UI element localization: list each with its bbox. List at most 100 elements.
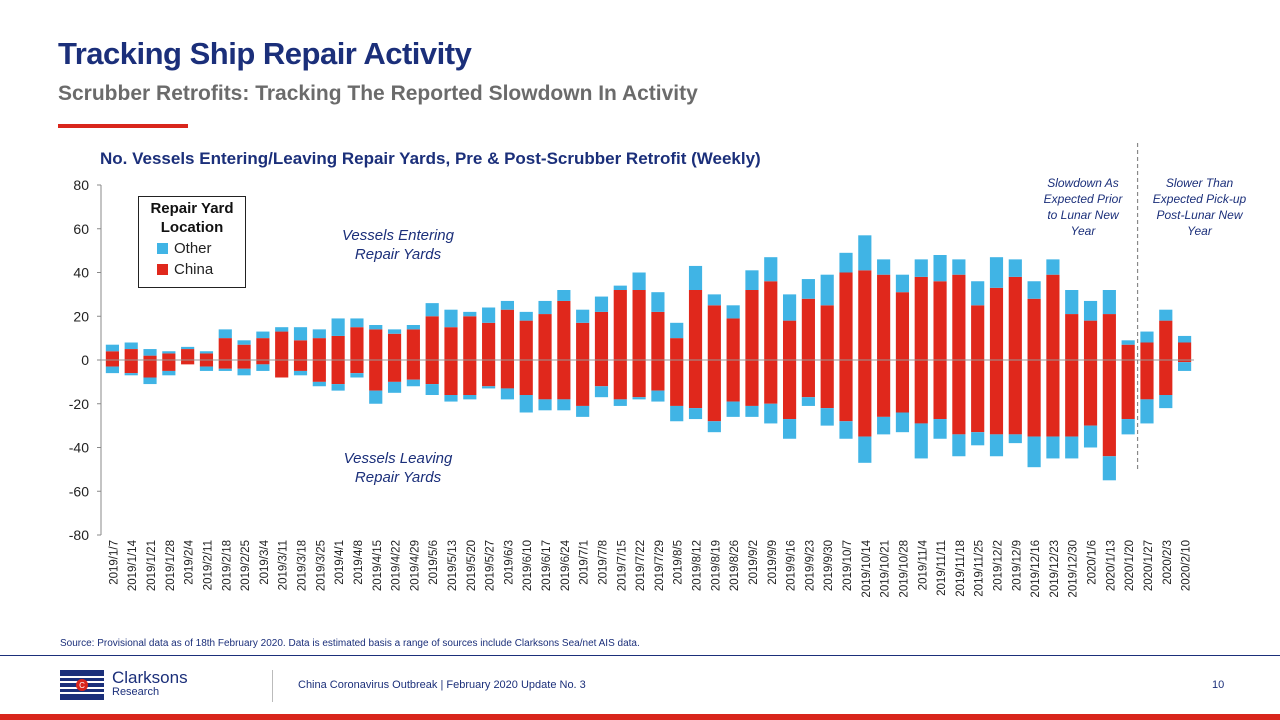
- footer-divider-line: [0, 655, 1280, 656]
- bar-other-entering: [576, 309, 590, 323]
- legend-title: Repair Yard Location: [139, 199, 245, 237]
- x-tick-label: 2019/11/11: [936, 540, 948, 596]
- bar-china-entering: [1178, 342, 1192, 360]
- x-tick-label: 2019/5/27: [485, 540, 497, 591]
- bar-china-leaving: [482, 360, 496, 387]
- bar-china-leaving: [820, 360, 834, 409]
- chart-title: No. Vessels Entering/Leaving Repair Yard…: [100, 149, 761, 168]
- bar-china-entering: [1027, 298, 1041, 360]
- bar-china-leaving: [406, 360, 420, 380]
- x-tick-label: 2019/6/17: [541, 540, 553, 591]
- bar-other-entering: [331, 318, 345, 336]
- bar-other-leaving: [519, 395, 533, 413]
- annotation-line: Vessels Leaving: [343, 450, 453, 467]
- bar-other-entering: [764, 257, 778, 282]
- annotation-line: Repair Yards: [354, 469, 442, 486]
- x-tick-label: 2019/11/18: [955, 540, 967, 597]
- bar-china-leaving: [538, 360, 552, 400]
- bar-other-entering: [839, 252, 853, 273]
- x-tick-label: 2020/1/27: [1143, 540, 1155, 591]
- y-tick-label: -60: [69, 483, 89, 499]
- annotation-line: Slowdown As: [1047, 176, 1119, 190]
- bar-other-entering: [971, 281, 985, 306]
- x-tick-label: 2019/10/7: [842, 540, 854, 591]
- bar-china-leaving: [1065, 360, 1079, 437]
- bar-other-leaving: [1178, 362, 1192, 371]
- x-tick-label: 2019/8/19: [710, 540, 722, 591]
- bar-china-leaving: [1102, 360, 1116, 457]
- bar-china-entering: [1065, 314, 1079, 360]
- bar-other-leaving: [670, 405, 684, 422]
- x-tick-label: 2020/1/13: [1105, 540, 1117, 591]
- bar-other-leaving: [1140, 399, 1154, 424]
- bar-china-leaving: [933, 360, 947, 420]
- annotation-line: Slower Than: [1165, 176, 1234, 190]
- chart-legend: Repair Yard Location Other China: [138, 196, 246, 288]
- bar-china-entering: [1159, 320, 1173, 360]
- x-tick-label: 2019/10/14: [861, 539, 873, 597]
- bar-china-entering: [519, 320, 533, 360]
- bar-china-entering: [1102, 314, 1116, 360]
- legend-item-china: China: [157, 260, 245, 279]
- bar-other-entering: [651, 292, 665, 312]
- bar-china-leaving: [1008, 360, 1022, 435]
- x-tick-label: 2019/4/29: [409, 540, 421, 591]
- bar-other-entering: [782, 294, 797, 321]
- bar-china-entering: [162, 353, 176, 360]
- legend-label-other: Other: [174, 240, 212, 257]
- x-tick-label: 2019/4/15: [372, 540, 384, 591]
- logo-line-2: Research: [112, 686, 160, 698]
- bar-china-leaving: [463, 360, 477, 395]
- x-tick-label: 2019/3/4: [259, 539, 271, 584]
- bar-china-entering: [312, 338, 326, 360]
- x-tick-label: 2019/6/24: [560, 539, 572, 591]
- bar-other-entering: [519, 311, 533, 321]
- x-tick-label: 2020/2/10: [1181, 540, 1193, 591]
- bar-other-entering: [256, 331, 270, 339]
- bar-other-entering: [613, 285, 627, 290]
- bar-other-leaving: [256, 364, 270, 371]
- bar-other-leaving: [952, 434, 966, 457]
- bar-china-entering: [1140, 342, 1154, 360]
- bar-china-leaving: [707, 360, 721, 422]
- bar-china-entering: [726, 318, 740, 360]
- bar-other-leaving: [726, 401, 740, 417]
- bar-other-entering: [482, 307, 496, 323]
- bar-china-leaving: [952, 360, 966, 435]
- bar-other-entering: [218, 329, 232, 339]
- bar-china-entering: [557, 300, 571, 360]
- bar-other-entering: [1159, 309, 1173, 321]
- x-tick-label: 2019/2/18: [221, 540, 233, 591]
- bar-china-entering: [801, 298, 815, 360]
- logo-line-1: Clarksons: [112, 668, 188, 687]
- x-tick-label: 2019/1/21: [146, 540, 158, 591]
- x-tick-label: 2019/9/30: [823, 540, 835, 591]
- bar-china-entering: [124, 349, 138, 360]
- y-tick-label: 20: [73, 308, 89, 324]
- bar-china-entering: [1008, 276, 1022, 360]
- bar-china-leaving: [444, 360, 458, 395]
- y-tick-label: 0: [81, 352, 89, 368]
- bar-china-entering: [387, 333, 402, 360]
- bar-china-entering: [275, 331, 289, 360]
- bar-china-leaving: [275, 360, 289, 378]
- bar-china-entering: [444, 327, 458, 360]
- bar-china-leaving: [632, 360, 646, 398]
- bar-china-leaving: [162, 360, 176, 371]
- legend-item-other: Other: [157, 239, 245, 258]
- bar-other-entering: [387, 329, 402, 334]
- bar-other-leaving: [162, 370, 176, 376]
- bar-other-leaving: [632, 397, 646, 400]
- x-tick-label: 2019/7/1: [579, 540, 591, 585]
- y-tick-label: -20: [69, 396, 89, 412]
- bar-china-entering: [1046, 274, 1060, 360]
- bar-china-entering: [1121, 344, 1135, 360]
- bar-china-leaving: [105, 360, 119, 367]
- bar-other-leaving: [576, 405, 590, 417]
- bar-china-leaving: [369, 360, 383, 391]
- bar-china-entering: [764, 281, 778, 360]
- bar-other-leaving: [764, 403, 778, 424]
- bar-other-entering: [406, 325, 420, 330]
- svg-text:C: C: [79, 681, 85, 690]
- bar-other-leaving: [199, 366, 214, 371]
